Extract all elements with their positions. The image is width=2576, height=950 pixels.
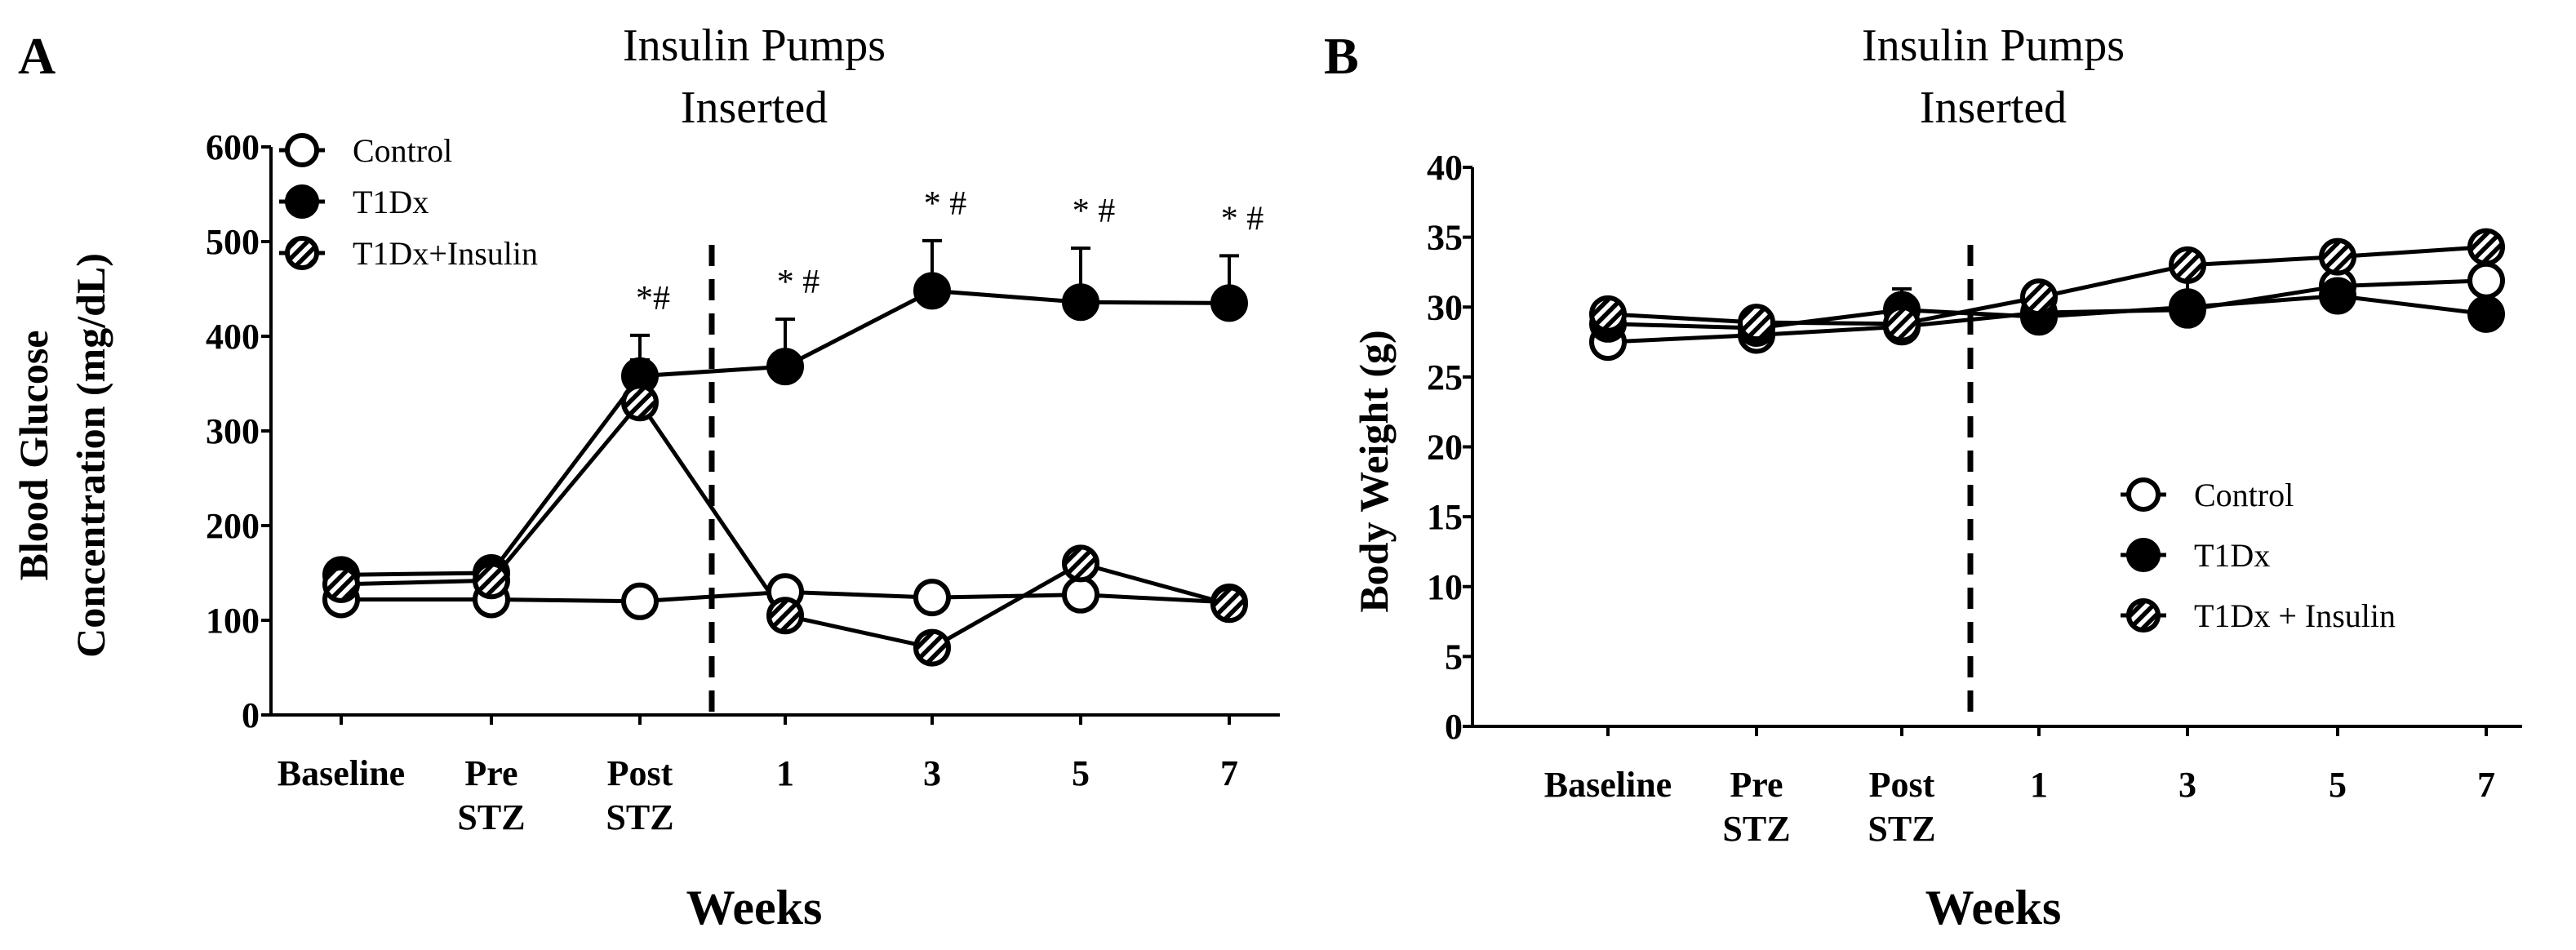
y-tick-label: 10 — [1427, 567, 1463, 607]
data-point-hatched — [1589, 295, 1627, 333]
y-tick-label: 40 — [1427, 148, 1463, 188]
data-point-filled — [766, 348, 804, 386]
panel-b: B Insulin PumpsInserted0510152025303540Ba… — [1324, 20, 2522, 934]
y-axis-title: Blood Glucose — [11, 331, 56, 581]
y-axis-title: Body Weight (g) — [1351, 330, 1397, 612]
x-tick-label: 3 — [923, 753, 941, 793]
data-point-hatched — [473, 562, 510, 600]
annotation-line-1: Insulin Pumps — [623, 20, 886, 71]
significance-mark: *# — [636, 280, 670, 317]
x-tick-label: Post — [607, 753, 673, 793]
legend-label: T1Dx+Insulin — [353, 235, 538, 272]
legend-label: T1Dx — [353, 184, 429, 220]
data-point-hatched — [766, 597, 804, 635]
annotation-line-2: Inserted — [681, 82, 828, 133]
data-point-hatched — [1883, 304, 1921, 343]
x-tick-label: Pre — [1730, 765, 1783, 805]
panel-letter: A — [18, 27, 56, 85]
x-tick-label: Post — [1869, 765, 1935, 805]
data-point-open — [2467, 261, 2505, 300]
legend-marker-open — [285, 133, 319, 167]
x-tick-label: 7 — [2477, 765, 2495, 805]
data-point-hatched — [1062, 544, 1099, 583]
data-point-hatched — [2020, 278, 2058, 317]
y-tick-label: 300 — [206, 411, 260, 451]
panel-letter: B — [1324, 27, 1359, 85]
y-tick-label: 0 — [1445, 707, 1463, 747]
x-tick-label: 7 — [1220, 753, 1238, 793]
x-tick-label: STZ — [606, 797, 673, 837]
legend-label: Control — [2194, 477, 2294, 513]
y-tick-label: 30 — [1427, 287, 1463, 327]
legend-marker-open — [2126, 477, 2161, 512]
legend: Control T1Dx T1Dx + Insulin — [2121, 477, 2396, 634]
legend-marker-filled — [285, 184, 319, 219]
y-tick-label: 400 — [206, 317, 260, 357]
y-axis-title: Concentration (mg/dL) — [68, 253, 113, 658]
data-point-hatched — [2169, 246, 2206, 284]
significance-mark: * # — [1073, 193, 1116, 230]
y-tick-label: 200 — [206, 506, 260, 546]
legend: Control T1Dx T1Dx+Insulin — [279, 132, 538, 272]
y-tick-label: 25 — [1427, 357, 1463, 397]
x-tick-label: Baseline — [278, 753, 405, 793]
data-point-open — [913, 579, 951, 617]
x-axis-title: Weeks — [686, 881, 823, 934]
x-tick-label: 3 — [2178, 765, 2196, 805]
y-tick-label: 600 — [206, 127, 260, 167]
y-tick-label: 15 — [1427, 497, 1463, 537]
x-tick-label: STZ — [1722, 809, 1790, 849]
y-tick-label: 100 — [206, 601, 260, 641]
data-point-open — [1062, 575, 1099, 614]
y-tick-label: 35 — [1427, 218, 1463, 258]
data-point-hatched — [2319, 238, 2356, 276]
x-tick-label: 1 — [2030, 765, 2048, 805]
data-point-filled — [2319, 277, 2356, 315]
y-tick-label: 500 — [206, 222, 260, 262]
annotation-line-2: Inserted — [1920, 82, 2067, 133]
x-tick-label: STZ — [457, 797, 525, 837]
significance-mark: * # — [924, 185, 967, 223]
data-point-filled — [1062, 283, 1099, 322]
legend-marker-hatched — [2126, 598, 2161, 633]
x-tick-label: Baseline — [1544, 765, 1672, 805]
annotation-line-1: Insulin Pumps — [1862, 20, 2125, 71]
data-point-hatched — [1210, 585, 1248, 624]
x-tick-label: 5 — [2329, 765, 2347, 805]
legend-marker-filled — [2126, 538, 2161, 572]
x-tick-label: 1 — [776, 753, 794, 793]
x-tick-label: STZ — [1868, 809, 1935, 849]
data-point-hatched — [2467, 228, 2505, 266]
legend-label: T1Dx — [2194, 537, 2270, 574]
legend-marker-hatched — [285, 236, 319, 270]
data-point-hatched — [1738, 304, 1775, 342]
y-tick-label: 5 — [1445, 637, 1463, 677]
significance-mark: * # — [777, 264, 820, 301]
significance-mark: * # — [1221, 200, 1264, 238]
data-point-filled — [1210, 284, 1248, 322]
data-point-hatched — [621, 384, 659, 422]
data-point-filled — [2169, 288, 2206, 326]
y-tick-label: 20 — [1427, 428, 1463, 468]
data-point-hatched — [913, 628, 951, 667]
data-point-filled — [2467, 295, 2505, 333]
x-axis-title: Weeks — [1925, 881, 2062, 934]
legend-label: T1Dx + Insulin — [2194, 597, 2396, 634]
data-point-hatched — [322, 565, 360, 603]
x-tick-label: Pre — [464, 753, 517, 793]
data-point-filled — [913, 272, 951, 310]
x-tick-label: 5 — [1072, 753, 1090, 793]
panel-a: A Insulin Pumps Inserted 0 100 200 300 400 500 60… — [11, 20, 1280, 934]
legend-label: Control — [353, 132, 452, 169]
y-tick-label: 0 — [242, 695, 260, 735]
data-point-open — [621, 582, 659, 620]
